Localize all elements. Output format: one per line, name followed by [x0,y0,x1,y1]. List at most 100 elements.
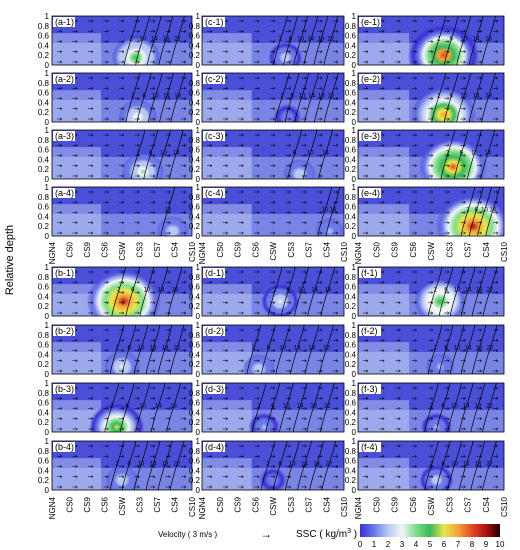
velocity-arrow [493,464,499,469]
velocity-arrow [88,280,94,284]
ssc-hotspot [414,278,467,316]
velocity-arrow [379,174,385,178]
y-tick-label: 0.8 [345,193,357,202]
velocity-arrow [181,369,187,373]
velocity-arrow [476,301,483,305]
station-tick-label: CS4 [171,496,180,512]
velocity-arrow [165,76,171,80]
panel-field: 2 6 10 14 18 [52,383,192,432]
velocity-arrow [222,164,229,168]
y-tick-label: 0.4 [345,350,357,359]
velocity-arrow [333,444,339,448]
velocity-arrow [88,96,94,101]
contour-line [309,441,325,490]
velocity-arrow [411,328,418,332]
velocity-arrow [301,96,307,101]
panel-field: 2 6 10 14 [52,130,192,179]
velocity-arrow [428,338,434,342]
velocity-arrow [395,117,401,121]
contour-line [133,325,149,374]
velocity-arrow [270,475,276,479]
contour-label: 10 [451,462,458,468]
velocity-arrow [72,143,78,147]
y-tick-label: 0.6 [189,341,201,350]
velocity-arrow [222,107,229,111]
velocity-arrow [428,39,434,44]
velocity-arrow [88,369,94,373]
station-tick-label: CS7 [153,496,162,512]
velocity-arrow [333,164,339,168]
velocity-arrow [444,86,450,90]
velocity-arrow [317,485,323,489]
velocity-arrow [150,328,156,332]
velocity-arrow [181,328,187,332]
velocity-arrow [119,200,125,204]
velocity-arrow [57,86,63,90]
velocity-arrow [493,96,499,101]
panel: 2 6 10 14 18 22(f-4)00.20.40.60.81 [345,437,505,495]
velocity-arrow [285,39,292,44]
velocity-arrow [222,406,229,411]
velocity-arrow [103,29,109,33]
contour-line [485,187,501,236]
velocity-arrow [363,396,369,400]
velocity-arrow [411,133,418,137]
velocity-arrow [134,311,140,315]
velocity-arrow [88,153,94,158]
y-tick-label: 0 [45,175,50,184]
contour-label: 2 [433,346,437,352]
velocity-arrow [165,464,171,469]
velocity-arrow [254,231,260,235]
velocity-arrow [57,406,63,411]
velocity-arrow [444,76,450,80]
y-tick-label: 0.2 [345,302,357,311]
velocity-arrow [493,19,499,23]
velocity-arrow [460,143,466,147]
contour-line [123,16,139,65]
y-axis-label: Relative depth [4,225,16,295]
panel-label: (d-2) [205,326,224,336]
velocity-arrow [333,290,339,295]
panel-label-bg [203,17,225,27]
y-tick-label: 0.2 [38,302,50,311]
velocity-arrow [363,454,369,458]
velocity-arrow [103,311,109,315]
y-tick-label: 0.2 [345,476,357,485]
velocity-arrow [181,301,187,305]
velocity-arrow [150,164,156,168]
velocity-arrow [493,164,499,168]
contour-line [146,16,162,65]
velocity-arrow [134,164,140,168]
velocity-arrow [88,190,94,194]
velocity-arrow [411,117,418,121]
station-tick-label: CS0 [372,496,381,512]
velocity-arrow [72,464,78,469]
velocity-arrows [207,386,339,431]
velocity-arrow [165,29,171,33]
panel-field: 2 6 10 14 [358,187,504,236]
y-tick-label: 0.2 [38,476,50,485]
velocity-arrow [119,29,125,33]
velocity-arrow [103,417,109,421]
panel-frame [201,186,345,237]
contour-label: 10 [297,37,304,43]
velocity-arrow [119,164,125,168]
panel: 6 10 14(c-3)00.20.40.60.81 [189,126,345,184]
panel-field: 6 10 14 [202,130,344,179]
contour-label: 2 [136,151,140,157]
velocity-arrow [150,210,156,215]
velocity-arrow [254,301,260,305]
velocity-arrow [476,143,483,147]
velocity-arrow [301,454,307,458]
y-tick-label: 0.2 [345,51,357,60]
velocity-arrow [301,143,307,147]
velocity-arrow [57,311,63,315]
velocity-arrow [181,444,187,448]
contour-label: 2 [437,37,441,43]
velocity-arrow [165,475,171,479]
contour-label: 18 [476,346,483,352]
velocity-arrow [476,359,483,363]
velocity-arrow [301,464,307,469]
velocity-arrow [285,153,292,158]
panel: 2 6 10 14 18 22(d-3)00.20.40.60.81 [189,379,345,437]
